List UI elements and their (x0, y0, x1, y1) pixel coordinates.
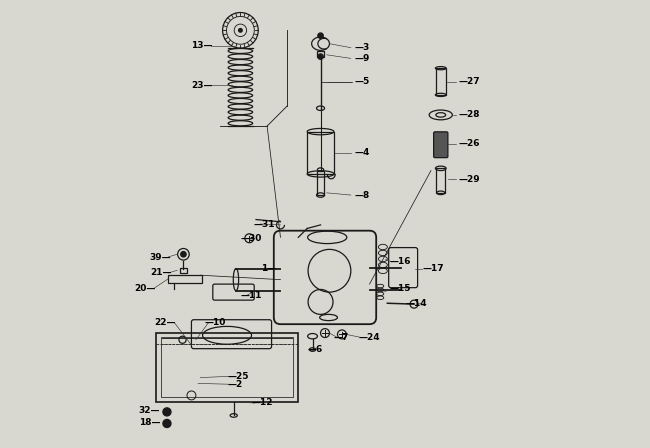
Text: —2: —2 (227, 380, 242, 389)
Text: —27: —27 (458, 77, 480, 86)
Text: 23—: 23— (191, 82, 213, 90)
Text: —24: —24 (358, 333, 380, 342)
Bar (156, 333, 298, 402)
Bar (436, 68, 446, 95)
Text: 13—: 13— (191, 41, 213, 51)
Circle shape (239, 29, 242, 32)
Text: —25: —25 (227, 372, 248, 381)
Text: —7: —7 (334, 333, 349, 342)
Text: 22—: 22— (154, 319, 176, 327)
Text: —30: —30 (240, 234, 262, 243)
Text: —3: —3 (355, 43, 370, 52)
Text: —29: —29 (458, 175, 480, 184)
Text: —5: —5 (355, 77, 370, 86)
Text: —28: —28 (458, 110, 480, 120)
Circle shape (318, 33, 323, 39)
Bar (317, 51, 324, 56)
Text: —16: —16 (389, 257, 411, 267)
Text: 21—: 21— (150, 268, 172, 277)
Text: —9: —9 (355, 54, 370, 63)
Text: —12: —12 (252, 398, 273, 408)
Text: —15: —15 (389, 284, 411, 293)
Bar (180, 267, 187, 273)
Circle shape (163, 419, 171, 427)
Text: —17: —17 (423, 264, 445, 273)
Text: 18—: 18— (138, 418, 161, 426)
Text: —10: —10 (205, 319, 226, 327)
Text: —8: —8 (355, 190, 370, 199)
FancyBboxPatch shape (434, 132, 448, 158)
Text: 39—: 39— (150, 253, 172, 262)
Text: 32—: 32— (138, 406, 161, 415)
Text: 1—: 1— (261, 264, 276, 273)
Bar (161, 336, 293, 397)
Text: —31: —31 (254, 220, 275, 228)
Text: —14: —14 (405, 299, 427, 308)
Circle shape (318, 54, 323, 59)
Bar (317, 171, 324, 195)
Bar (168, 275, 202, 283)
Circle shape (163, 408, 171, 416)
Text: 20—: 20— (135, 284, 156, 293)
Text: —11: —11 (240, 291, 262, 300)
Bar (307, 132, 334, 174)
Text: —26: —26 (458, 139, 480, 148)
Circle shape (181, 252, 186, 257)
Text: —4: —4 (355, 148, 370, 157)
Text: —6: —6 (307, 345, 322, 354)
Bar (436, 168, 445, 193)
